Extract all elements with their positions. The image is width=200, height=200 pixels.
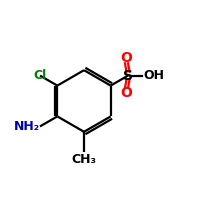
Text: O: O (121, 51, 132, 65)
Text: OH: OH (143, 69, 164, 82)
Text: O: O (121, 86, 132, 100)
Text: NH₂: NH₂ (14, 120, 40, 133)
Text: Cl: Cl (33, 69, 47, 82)
Text: S: S (123, 69, 133, 83)
Text: CH₃: CH₃ (72, 153, 97, 166)
